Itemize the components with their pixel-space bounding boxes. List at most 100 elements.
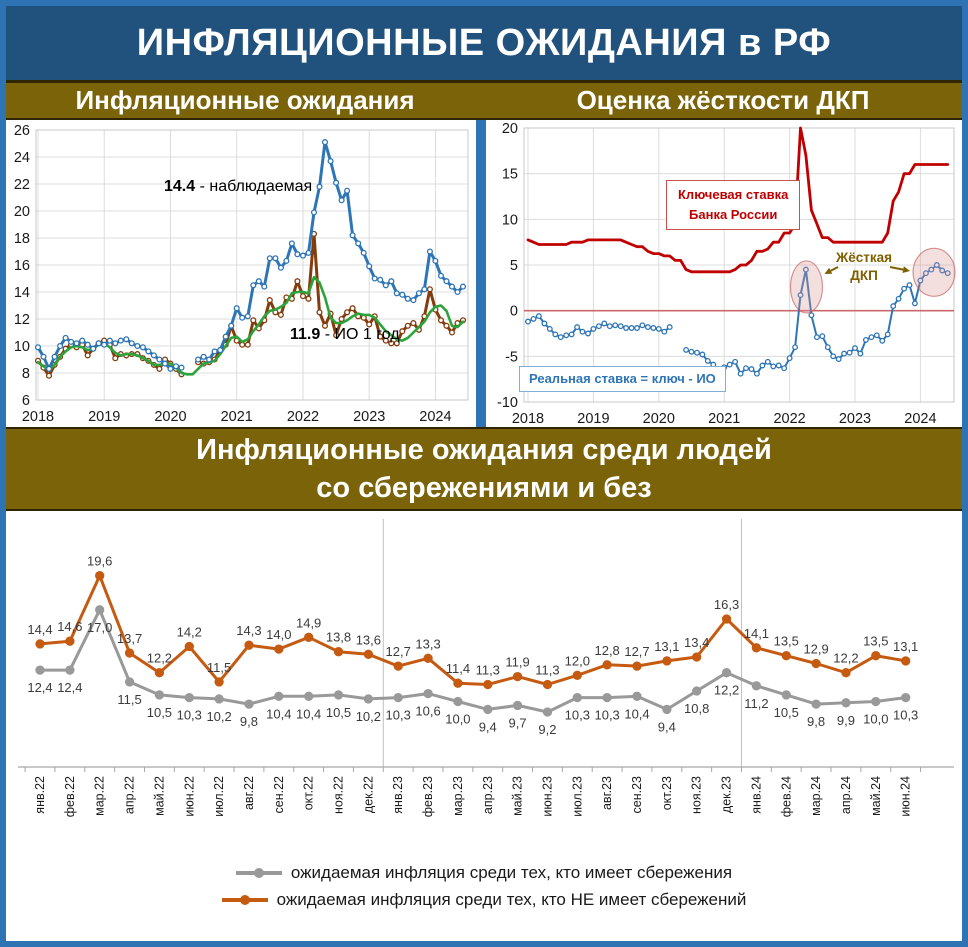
tight-policy-ellipse-2022 — [789, 260, 824, 314]
io-annotation: 11.9 - ИО 1 год — [290, 326, 400, 344]
svg-text:2020: 2020 — [643, 411, 675, 427]
inflation-expectations-panel: 6 8 10 12 14 16 18 20 22 24 26 2018 2019 2020 2021 2022… — [6, 120, 476, 427]
svg-text:26: 26 — [14, 123, 30, 139]
svg-text:2019: 2019 — [88, 409, 120, 425]
svg-text:10,0: 10,0 — [445, 712, 470, 727]
svg-text:12,2: 12,2 — [714, 683, 739, 698]
svg-text:13,3: 13,3 — [415, 636, 440, 651]
svg-text:10: 10 — [14, 339, 30, 355]
svg-text:14,0: 14,0 — [266, 627, 291, 642]
svg-text:июл.23: июл.23 — [570, 776, 584, 817]
svg-text:8: 8 — [22, 366, 30, 382]
svg-text:19,6: 19,6 — [87, 554, 112, 569]
svg-text:10,4: 10,4 — [266, 706, 291, 721]
svg-text:12,2: 12,2 — [147, 651, 172, 666]
svg-text:апр.22: апр.22 — [123, 776, 137, 814]
svg-text:9,2: 9,2 — [538, 722, 556, 737]
svg-text:окт.23: окт.23 — [660, 776, 674, 810]
svg-text:18: 18 — [14, 231, 30, 247]
svg-text:июн.23: июн.23 — [540, 776, 554, 817]
svg-text:2023: 2023 — [353, 409, 385, 425]
svg-text:16,3: 16,3 — [714, 597, 739, 612]
svg-text:16: 16 — [14, 258, 30, 274]
svg-text:2022: 2022 — [287, 409, 319, 425]
svg-text:10,4: 10,4 — [624, 706, 649, 721]
svg-text:июл.22: июл.22 — [212, 776, 226, 817]
key-rate-label-box: Ключевая ставка Банка России — [666, 180, 801, 230]
svg-text:дек.23: дек.23 — [720, 776, 734, 813]
observed-last-value: 14.4 — [164, 178, 196, 195]
svg-text:11,2: 11,2 — [744, 696, 768, 711]
svg-text:13,7: 13,7 — [117, 631, 142, 646]
svg-text:10: 10 — [502, 212, 518, 228]
svg-text:окт.22: окт.22 — [302, 776, 316, 810]
svg-text:9,7: 9,7 — [509, 715, 527, 730]
svg-text:12,9: 12,9 — [803, 642, 828, 657]
svg-text:12: 12 — [14, 312, 30, 328]
top-charts-row: 6 8 10 12 14 16 18 20 22 24 26 2018 2019 2020 2021 2022… — [6, 120, 962, 427]
svg-text:14,3: 14,3 — [236, 623, 261, 638]
key-rate-label-line2: Банка России — [689, 206, 778, 222]
page-title-text: ИНФЛЯЦИОННЫЕ ОЖИДАНИЯ в РФ — [136, 21, 832, 64]
svg-text:сен.23: сен.23 — [630, 776, 644, 814]
nonsavers-line-key-icon — [221, 894, 268, 906]
svg-text:апр.23: апр.23 — [481, 776, 495, 814]
svg-text:2023: 2023 — [839, 411, 871, 427]
svg-text:9,8: 9,8 — [240, 714, 258, 729]
svg-text:июн.24: июн.24 — [899, 776, 913, 817]
svg-text:2021: 2021 — [708, 411, 740, 427]
svg-text:13,1: 13,1 — [654, 639, 679, 654]
svg-text:20: 20 — [14, 204, 30, 220]
svg-text:мар.24: мар.24 — [809, 776, 823, 816]
svg-text:10,5: 10,5 — [326, 705, 351, 720]
svg-text:авг.23: авг.23 — [600, 776, 614, 810]
svg-text:10,0: 10,0 — [863, 712, 888, 727]
svg-text:14,4: 14,4 — [27, 622, 52, 637]
svg-text:24: 24 — [14, 150, 30, 166]
svg-text:12,7: 12,7 — [386, 644, 411, 659]
svg-text:13,5: 13,5 — [863, 634, 888, 649]
policy-tightness-chart: -10 -5 0 5 10 15 20 2018 2019 2020 2021 2022 2023 202… — [497, 121, 956, 427]
svg-text:дек.22: дек.22 — [361, 776, 375, 813]
svg-text:12,2: 12,2 — [833, 651, 858, 666]
observed-annotation: 14.4 - наблюдаемая — [164, 178, 312, 196]
svg-text:10,3: 10,3 — [594, 708, 619, 723]
svg-text:2024: 2024 — [904, 411, 936, 427]
svg-text:11,5: 11,5 — [117, 692, 141, 707]
svg-text:2018: 2018 — [512, 411, 544, 427]
io-last-value: 11.9 — [290, 326, 321, 343]
right-chart-title: Оценка жёсткости ДКП — [576, 85, 870, 115]
svg-text:12,4: 12,4 — [57, 680, 82, 695]
svg-text:ДКП: ДКП — [850, 268, 878, 283]
svg-text:12,8: 12,8 — [594, 643, 619, 658]
svg-text:10,6: 10,6 — [415, 704, 440, 719]
svg-text:10,3: 10,3 — [386, 708, 411, 723]
svg-text:май.24: май.24 — [869, 776, 883, 816]
svg-text:11,9: 11,9 — [505, 655, 529, 670]
svg-text:10,3: 10,3 — [565, 708, 590, 723]
svg-text:2020: 2020 — [154, 409, 186, 425]
svg-text:мар.22: мар.22 — [93, 776, 107, 816]
observed-label: - наблюдаемая — [195, 178, 313, 195]
svg-text:май.22: май.22 — [152, 776, 166, 816]
svg-text:10,8: 10,8 — [684, 701, 709, 716]
io-label: - ИО 1 год — [320, 326, 400, 343]
svg-text:9,8: 9,8 — [807, 714, 825, 729]
svg-text:мар.23: мар.23 — [451, 776, 465, 816]
svg-text:2018: 2018 — [22, 409, 54, 425]
svg-text:12,7: 12,7 — [624, 644, 649, 659]
svg-text:10,3: 10,3 — [177, 708, 202, 723]
legend-item-nonsavers: ожидаемая инфляция среди тех, кто НЕ име… — [221, 890, 746, 910]
legend-savers-label: ожидаемая инфляция среди тех, кто имеет … — [290, 863, 733, 882]
svg-text:ноя.23: ноя.23 — [690, 776, 704, 814]
svg-text:20: 20 — [502, 121, 518, 137]
svg-text:фев.22: фев.22 — [63, 776, 77, 817]
svg-text:10,4: 10,4 — [296, 706, 321, 721]
svg-text:13,5: 13,5 — [774, 634, 799, 649]
svg-text:10,5: 10,5 — [147, 705, 172, 720]
bottom-chart-title-line2: со сбережениями и без — [316, 472, 652, 504]
legend: ожидаемая инфляция среди тех, кто имеет … — [6, 863, 962, 910]
svg-text:14,6: 14,6 — [57, 619, 82, 634]
svg-text:авг.22: авг.22 — [242, 776, 256, 810]
